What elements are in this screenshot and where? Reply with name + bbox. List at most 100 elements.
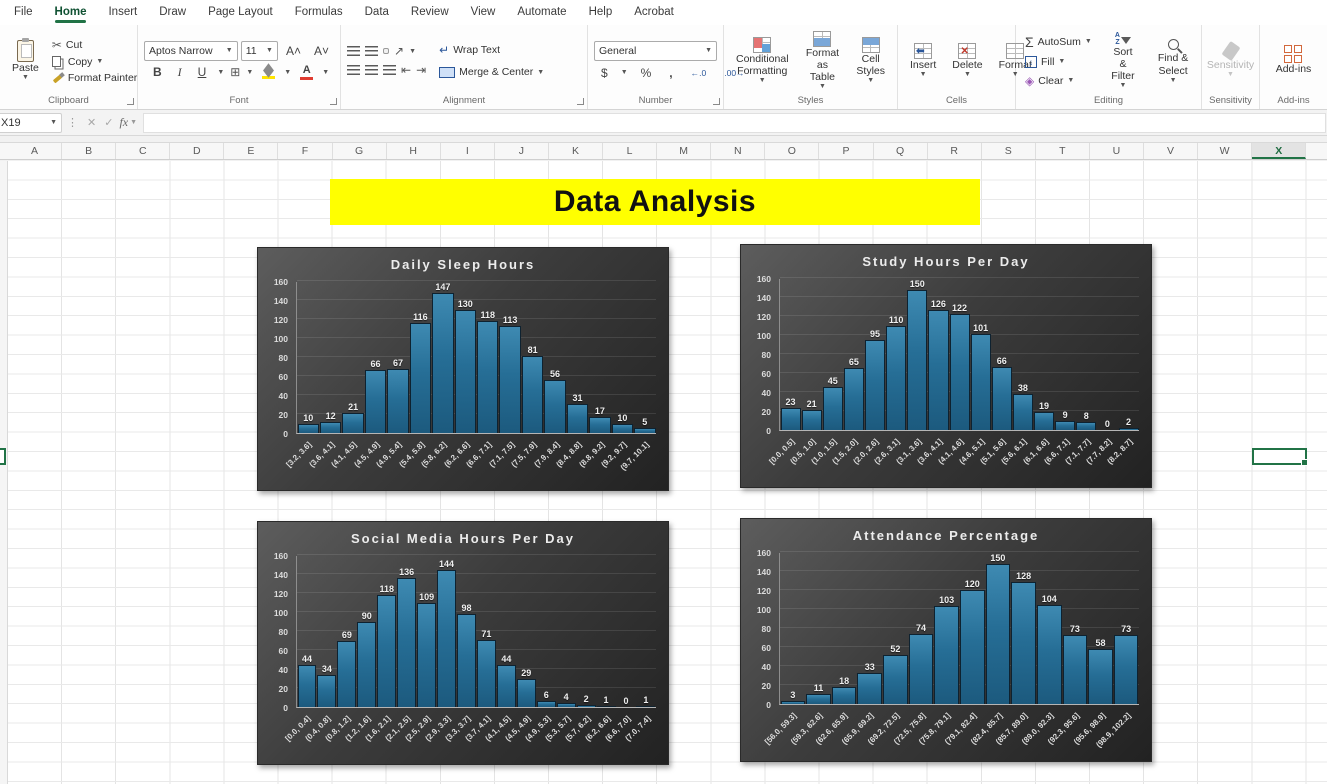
bar[interactable] [544, 379, 566, 433]
copy-button[interactable]: Copy ▼ [49, 54, 140, 69]
bar[interactable] [337, 641, 357, 707]
bar[interactable] [432, 293, 454, 433]
cut-button[interactable]: ✂ Cut [49, 36, 140, 53]
cancel-icon[interactable]: ✕ [87, 117, 97, 129]
tab-insert[interactable]: Insert [108, 6, 138, 18]
bar[interactable] [536, 701, 556, 707]
bar[interactable] [516, 679, 536, 707]
column-header-g[interactable]: G [333, 143, 387, 159]
bar[interactable] [576, 705, 596, 707]
conditional-formatting-button[interactable]: Conditional Formatting ▼ [730, 35, 795, 86]
bar[interactable] [499, 325, 521, 433]
dialog-launcher-icon[interactable] [127, 98, 134, 105]
tab-draw[interactable]: Draw [159, 6, 187, 18]
bar[interactable] [457, 613, 476, 707]
bar[interactable] [857, 672, 883, 704]
tab-acrobat[interactable]: Acrobat [634, 6, 674, 18]
bar[interactable] [454, 309, 476, 433]
bar[interactable] [409, 322, 432, 433]
column-header-l[interactable]: L [603, 143, 658, 159]
tab-help[interactable]: Help [588, 6, 613, 18]
bar[interactable] [297, 665, 317, 707]
align-bottom-button[interactable] [383, 48, 389, 54]
bold-button[interactable]: B [153, 65, 162, 79]
insert-cells-button[interactable]: ⬅ Insert ▼ [904, 41, 942, 80]
bar[interactable] [319, 421, 342, 433]
orientation-button[interactable]: ↗ [394, 44, 405, 58]
bar[interactable] [949, 314, 970, 430]
bar[interactable] [317, 674, 337, 707]
addins-button[interactable]: Add-ins [1270, 43, 1318, 77]
dialog-launcher-icon[interactable] [713, 98, 720, 105]
bar[interactable] [1011, 582, 1036, 704]
bar[interactable] [991, 367, 1012, 430]
column-header-t[interactable]: T [1036, 143, 1090, 159]
fill-color-button[interactable] [259, 62, 278, 79]
bar[interactable] [417, 603, 437, 707]
format-cells-button[interactable]: Format ▼ [993, 41, 1038, 80]
increase-indent-button[interactable]: ⇥ [416, 63, 427, 77]
bar[interactable] [843, 368, 864, 430]
bar[interactable] [1034, 411, 1055, 430]
italic-button[interactable]: I [177, 64, 182, 79]
bar[interactable] [596, 706, 616, 707]
delete-cells-button[interactable]: ✕ Delete ▼ [946, 41, 988, 80]
column-header-k[interactable]: K [549, 143, 604, 159]
dialog-launcher-icon[interactable] [330, 98, 337, 105]
column-header-r[interactable]: R [928, 143, 982, 159]
align-top-button[interactable] [347, 45, 360, 57]
bar[interactable] [521, 356, 544, 433]
column-header-u[interactable]: U [1090, 143, 1144, 159]
align-right-button[interactable] [383, 64, 396, 76]
column-header-w[interactable]: W [1198, 143, 1253, 159]
bar[interactable] [806, 693, 831, 704]
tab-file[interactable]: File [14, 6, 33, 18]
tab-page-layout[interactable]: Page Layout [208, 6, 273, 18]
name-box[interactable]: X19 ▼ [0, 112, 62, 133]
bar[interactable] [297, 423, 319, 433]
column-header-d[interactable]: D [170, 143, 225, 159]
column-header-s[interactable]: S [982, 143, 1036, 159]
drag-handle-icon[interactable]: ⋮ [67, 117, 78, 129]
shrink-font-button[interactable]: A˅ [313, 43, 329, 58]
tab-view[interactable]: View [470, 6, 496, 18]
grow-font-button[interactable]: A˄ [285, 43, 301, 58]
fill-button[interactable]: ↓ Fill ▼ [1022, 54, 1095, 69]
font-name-combo[interactable]: Aptos Narrow ▼ [144, 40, 238, 61]
formula-input[interactable] [143, 112, 1326, 133]
merge-center-button[interactable]: Merge & Center ▼ [436, 65, 547, 80]
bar[interactable] [928, 310, 949, 430]
bar[interactable] [959, 590, 985, 704]
bar[interactable] [496, 665, 516, 707]
bar[interactable] [1012, 393, 1033, 430]
tab-data[interactable]: Data [364, 6, 389, 18]
decrease-decimal-button[interactable]: .00→ [724, 67, 745, 78]
bar[interactable] [477, 320, 499, 433]
font-size-combo[interactable]: 11 ▼ [240, 40, 278, 61]
column-header-p[interactable]: P [819, 143, 874, 159]
autosum-button[interactable]: Σ AutoSum ▼ [1022, 32, 1095, 51]
column-header-b[interactable]: B [62, 143, 117, 159]
bar[interactable] [342, 413, 364, 433]
format-as-table-button[interactable]: Format as Table ▼ [799, 29, 847, 92]
bar[interactable] [1055, 421, 1076, 430]
bar[interactable] [636, 706, 656, 707]
borders-button[interactable]: ⊞ [230, 65, 241, 79]
enter-icon[interactable]: ✓ [104, 117, 114, 129]
bar[interactable] [865, 339, 886, 430]
clear-button[interactable]: ◈ Clear ▼ [1022, 72, 1095, 89]
bar[interactable] [780, 701, 806, 704]
wrap-text-button[interactable]: ↵ Wrap Text [436, 42, 547, 59]
bar[interactable] [611, 423, 634, 433]
column-header-x[interactable]: X [1252, 143, 1307, 159]
bar[interactable] [1076, 422, 1097, 430]
bar[interactable] [357, 621, 377, 707]
grid[interactable]: Data Analysis Daily Sleep Hours 0 20 40 60 80… [0, 161, 1327, 784]
bar[interactable] [801, 410, 822, 430]
bar[interactable] [1118, 428, 1139, 430]
font-color-button[interactable]: A [297, 64, 316, 80]
bar[interactable] [589, 416, 611, 433]
bar[interactable] [476, 639, 496, 707]
bar[interactable] [886, 325, 907, 430]
selected-cell[interactable] [1252, 448, 1308, 466]
